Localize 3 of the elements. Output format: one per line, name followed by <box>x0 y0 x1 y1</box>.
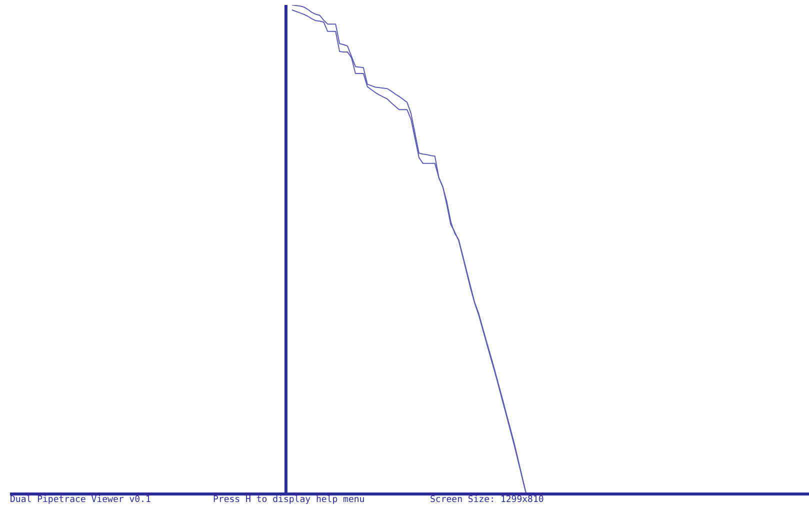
text: Press H to display help menu <box>213 495 365 505</box>
text: Screen Size: 1299x810 <box>430 495 544 505</box>
text: Dual Pipetrace Viewer v0.1 <box>10 495 151 505</box>
